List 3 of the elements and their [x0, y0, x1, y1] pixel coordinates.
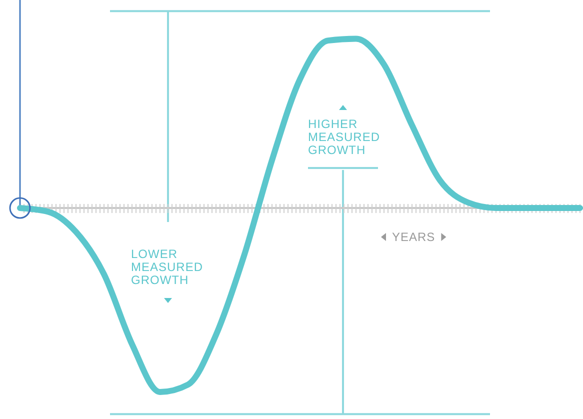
annotation: HIGHER MEASURED GROWTH	[308, 117, 380, 157]
annotation: LOWER MEASURED GROWTH	[131, 247, 204, 287]
annotation: YEARS	[392, 230, 436, 244]
